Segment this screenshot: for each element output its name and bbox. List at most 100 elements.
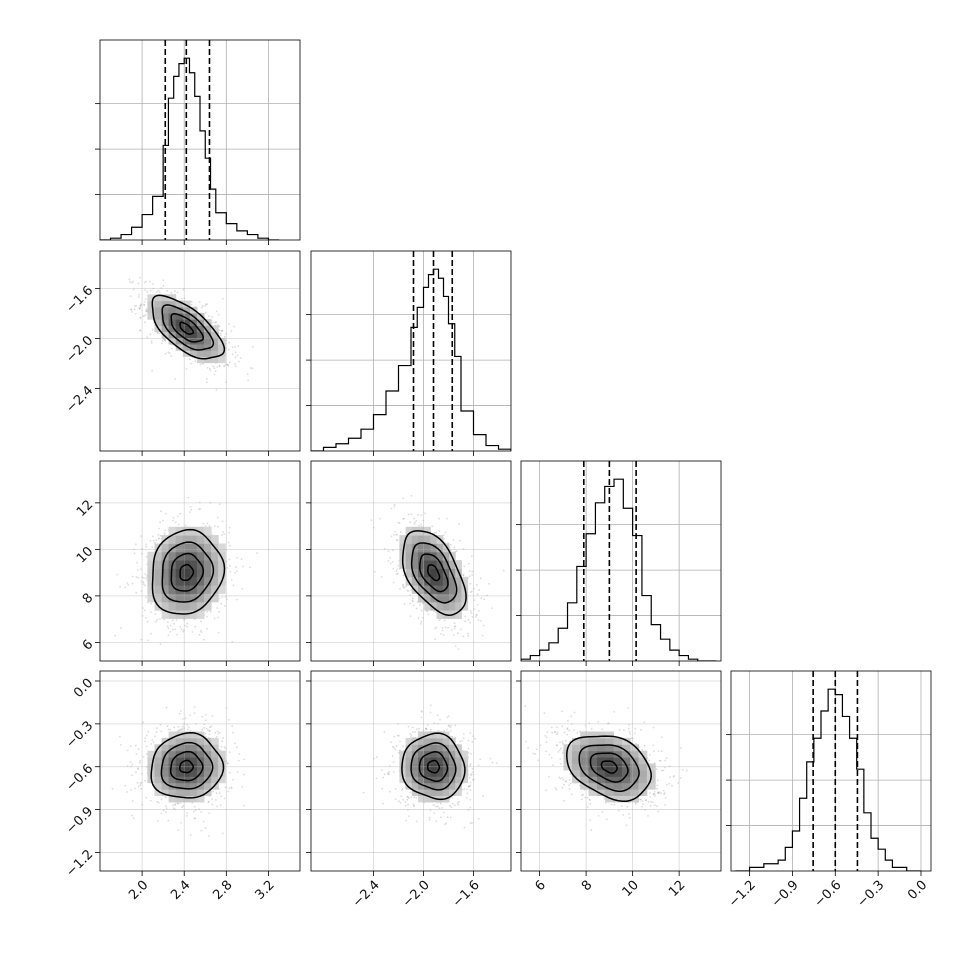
- density-cell: [430, 568, 438, 578]
- density-cell: [424, 576, 431, 586]
- sample-point: [218, 792, 221, 795]
- density-cells: [399, 526, 469, 619]
- x-tick-label: 2.4: [168, 878, 193, 903]
- sample-point: [167, 634, 170, 636]
- density-cell: [196, 789, 205, 796]
- density-cell: [168, 776, 177, 784]
- sample-point: [184, 717, 187, 720]
- sample-point: [189, 511, 191, 514]
- sample-point: [179, 728, 182, 731]
- sample-point: [145, 545, 148, 548]
- sample-point: [393, 735, 396, 738]
- sample-point: [169, 631, 172, 633]
- sample-point: [401, 789, 403, 791]
- density-cell: [175, 300, 184, 308]
- sample-point: [221, 596, 224, 599]
- sample-point: [145, 745, 148, 748]
- sample-point: [137, 569, 139, 571]
- sample-point: [469, 798, 471, 801]
- density-cell: [449, 593, 456, 603]
- density-cell: [442, 568, 450, 578]
- sample-point: [413, 523, 416, 525]
- sample-point: [228, 558, 231, 561]
- panel-frame: [99, 39, 301, 241]
- sample-point: [429, 704, 432, 707]
- sample-point: [479, 758, 482, 761]
- density-cell: [204, 782, 212, 790]
- sample-point: [190, 508, 193, 511]
- sample-point: [456, 801, 459, 804]
- sample-point: [174, 521, 177, 524]
- sample-point: [395, 534, 398, 536]
- density-cell: [218, 776, 226, 784]
- sample-point: [220, 534, 223, 537]
- density-cell: [204, 585, 212, 594]
- sample-point: [243, 773, 245, 776]
- sample-point: [203, 727, 206, 729]
- sample-point: [468, 776, 471, 779]
- sample-point: [256, 552, 258, 554]
- sample-point: [468, 570, 471, 572]
- sample-point: [412, 604, 415, 607]
- sample-point: [213, 367, 216, 370]
- sample-point: [137, 748, 140, 750]
- sample-point: [402, 583, 404, 586]
- density-cell: [442, 543, 450, 553]
- sample-point: [204, 525, 207, 527]
- sample-point: [236, 354, 239, 357]
- density-cell: [204, 744, 212, 752]
- sample-point: [199, 508, 202, 510]
- density-cell: [175, 543, 184, 553]
- sample-point: [190, 303, 193, 306]
- density-cell: [418, 535, 425, 544]
- sample-point: [149, 799, 152, 802]
- sample-point: [397, 734, 400, 737]
- sample-point: [217, 732, 220, 735]
- density-cell: [196, 737, 205, 745]
- sample-point: [436, 714, 439, 717]
- density-cell: [455, 593, 462, 603]
- sample-point: [450, 724, 452, 727]
- contour-line: [151, 294, 226, 360]
- sample-point: [180, 727, 183, 730]
- sample-point: [463, 826, 466, 829]
- density-cell: [455, 560, 462, 569]
- sample-point: [131, 575, 134, 578]
- sample-point: [159, 534, 162, 537]
- sample-point: [431, 525, 434, 528]
- sample-point: [397, 564, 400, 567]
- sample-point: [231, 346, 234, 348]
- sample-point: [457, 803, 460, 806]
- sample-point: [157, 538, 160, 540]
- sample-point: [155, 731, 158, 733]
- sample-point: [207, 801, 210, 804]
- density-cell: [175, 601, 184, 611]
- sample-point: [139, 568, 142, 571]
- sample-point: [146, 290, 149, 293]
- sample-point: [182, 805, 185, 807]
- sample-point: [154, 735, 156, 738]
- sample-point: [411, 600, 414, 603]
- density-cell: [436, 593, 444, 603]
- sample-point: [194, 817, 197, 820]
- density-cell: [168, 313, 177, 320]
- density-cell: [154, 585, 163, 594]
- sample-point: [207, 729, 210, 731]
- sample-point: [206, 610, 209, 613]
- density-cell: [436, 551, 444, 561]
- sample-point: [470, 752, 472, 755]
- sample-point: [146, 620, 149, 623]
- density-cell: [182, 568, 191, 578]
- sample-point: [138, 307, 141, 310]
- density-cell: [175, 313, 184, 320]
- sample-point: [207, 315, 210, 317]
- sample-point: [202, 522, 205, 525]
- sample-point: [391, 755, 394, 757]
- density-cell: [218, 560, 226, 569]
- y-tick-label: −2.4: [63, 383, 96, 416]
- density-cell: [211, 551, 219, 561]
- y-tick-label: −1.2: [63, 847, 96, 880]
- sample-point: [402, 745, 405, 748]
- sample-point: [174, 378, 177, 380]
- density-cell: [161, 560, 170, 569]
